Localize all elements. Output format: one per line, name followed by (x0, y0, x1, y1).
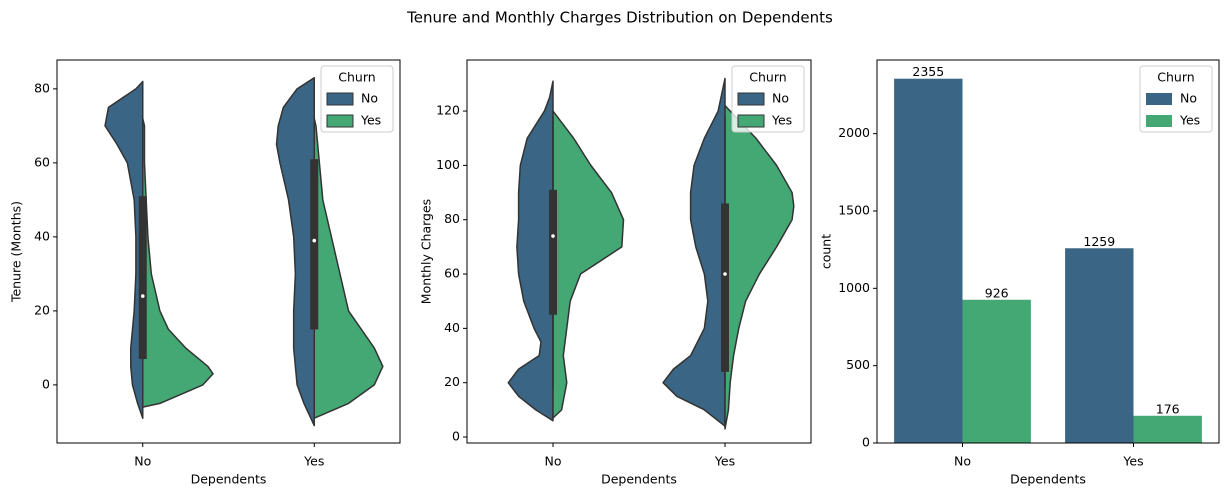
legend-swatch (326, 114, 354, 128)
violin-half (104, 80, 144, 419)
bar-label: 1259 (1083, 234, 1115, 249)
y-tick-label: 2000 (838, 125, 870, 140)
x-tick-label: Yes (714, 454, 735, 469)
violin-half (142, 117, 214, 408)
y-tick-label: 40 (34, 228, 50, 243)
violin-half (313, 117, 384, 419)
median (551, 234, 555, 238)
y-tick-label: 1500 (838, 202, 870, 217)
bar-label: 176 (1156, 401, 1180, 416)
y-tick-label: 0 (862, 435, 870, 450)
box (310, 159, 319, 330)
y-tick-label: 0 (452, 429, 460, 444)
axes-frame (876, 59, 1220, 444)
legend-swatch (326, 92, 354, 106)
bar (962, 299, 1031, 443)
violin-half (662, 77, 726, 427)
legend-label: Yes (771, 113, 792, 128)
y-tick-label: 20 (34, 302, 50, 317)
y-tick-label: 100 (436, 157, 460, 172)
legend-label: No (361, 91, 378, 106)
legend-swatch (1146, 115, 1172, 127)
legend-swatch (737, 114, 765, 128)
violin-half (275, 77, 315, 427)
y-tick-label: 60 (34, 154, 50, 169)
x-axis-label: Dependents (191, 472, 267, 487)
subplot: 0 20 40 60 80 100 120 No Yes Dependents Monthly Ch… (419, 59, 812, 487)
violin-half (552, 110, 625, 419)
x-axis-label: Dependents (601, 472, 677, 487)
y-tick-label: 80 (444, 211, 460, 226)
subplot: 0 500 1000 1500 2000 No Yes Dependents count 2355… (819, 59, 1220, 487)
figure-title: Tenure and Monthly Charges Distribution … (406, 9, 833, 27)
y-tick-label: 500 (846, 357, 870, 372)
bar (1133, 415, 1202, 443)
bar-label: 926 (985, 285, 1009, 300)
legend-label: Yes (360, 113, 381, 128)
box (721, 203, 729, 372)
x-axis-label: Dependents (1010, 472, 1086, 487)
violin-half (507, 80, 554, 422)
bar-label: 2355 (912, 64, 944, 79)
bar (894, 78, 963, 443)
y-tick-label: 0 (42, 376, 50, 391)
x-tick-label: No (545, 454, 562, 469)
legend-swatch (737, 92, 765, 106)
legend-swatch (1146, 93, 1172, 105)
median (723, 272, 727, 276)
subplot: 0 20 40 60 80 No Yes Dependents Tenure (Months) C… (9, 59, 401, 487)
legend-title: Churn (1157, 70, 1194, 85)
y-tick-label: 120 (436, 103, 460, 118)
y-tick-label: 20 (444, 374, 460, 389)
median (140, 294, 145, 298)
x-tick-label: No (134, 454, 151, 469)
legend-label: No (1180, 91, 1197, 106)
y-tick-label: 40 (444, 320, 460, 335)
box (549, 189, 557, 315)
x-tick-label: No (954, 454, 971, 469)
legend-title: Churn (749, 70, 786, 85)
y-axis-label: count (819, 234, 834, 269)
x-tick-label: Yes (303, 454, 324, 469)
axes-frame (56, 59, 401, 444)
y-axis-label: Tenure (Months) (9, 201, 24, 303)
legend-label: Yes (1179, 113, 1200, 128)
y-axis-label: Monthly Charges (419, 199, 434, 304)
axes-frame (466, 59, 812, 444)
y-tick-label: 1000 (838, 280, 870, 295)
median (312, 238, 317, 243)
box (138, 196, 147, 359)
legend-label: No (772, 91, 789, 106)
y-tick-label: 80 (34, 80, 50, 95)
bar (1065, 248, 1134, 443)
x-tick-label: Yes (1122, 454, 1143, 469)
legend-title: Churn (338, 70, 375, 85)
y-tick-label: 60 (444, 266, 460, 281)
violin-half (724, 104, 795, 430)
